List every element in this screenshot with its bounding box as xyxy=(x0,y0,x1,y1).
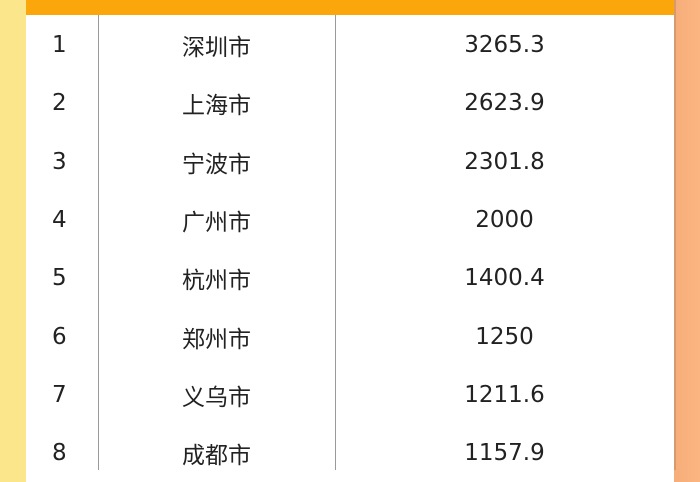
rank-cell: 3 xyxy=(52,148,67,175)
value-cell: 1400.4 xyxy=(464,265,545,292)
rank-cell: 1 xyxy=(52,32,67,59)
value-cell: 2301.8 xyxy=(464,148,545,175)
table-row: 6 郑州市 1250 xyxy=(26,307,674,365)
city-cell: 郑州市 xyxy=(182,326,251,353)
value-cell: 2623.9 xyxy=(464,90,545,117)
table-row: 8 成都市 1157.9 xyxy=(26,424,674,482)
city-cell: 深圳市 xyxy=(182,35,251,62)
table-header-bar xyxy=(26,0,674,15)
value-cell: 1211.6 xyxy=(464,381,545,408)
table-row: 4 广州市 2000 xyxy=(26,191,674,249)
table-row: 1 深圳市 3265.3 xyxy=(26,16,674,74)
rank-cell: 7 xyxy=(52,381,67,408)
value-cell: 3265.3 xyxy=(464,32,545,59)
column-divider xyxy=(335,15,336,470)
table-row: 3 宁波市 2301.8 xyxy=(26,133,674,191)
rank-cell: 2 xyxy=(52,90,67,117)
column-divider xyxy=(98,15,99,470)
rank-cell: 4 xyxy=(52,207,67,234)
city-cell: 成都市 xyxy=(182,443,251,470)
value-cell: 2000 xyxy=(475,207,534,234)
right-border xyxy=(674,0,676,470)
city-cell: 宁波市 xyxy=(182,151,251,178)
value-cell: 1250 xyxy=(475,323,534,350)
ranking-table: 1 深圳市 3265.3 2 上海市 2623.9 3 宁波市 2301.8 4 广州市 2000 5 杭… xyxy=(26,16,674,482)
rank-cell: 8 xyxy=(52,440,67,467)
rank-cell: 5 xyxy=(52,265,67,292)
city-cell: 杭州市 xyxy=(182,268,251,295)
value-cell: 1157.9 xyxy=(464,440,545,467)
city-cell: 义乌市 xyxy=(182,384,251,411)
city-cell: 广州市 xyxy=(182,210,251,237)
table-row: 7 义乌市 1211.6 xyxy=(26,366,674,424)
table-row: 2 上海市 2623.9 xyxy=(26,74,674,132)
rank-cell: 6 xyxy=(52,323,67,350)
city-cell: 上海市 xyxy=(182,93,251,120)
table-row: 5 杭州市 1400.4 xyxy=(26,249,674,307)
